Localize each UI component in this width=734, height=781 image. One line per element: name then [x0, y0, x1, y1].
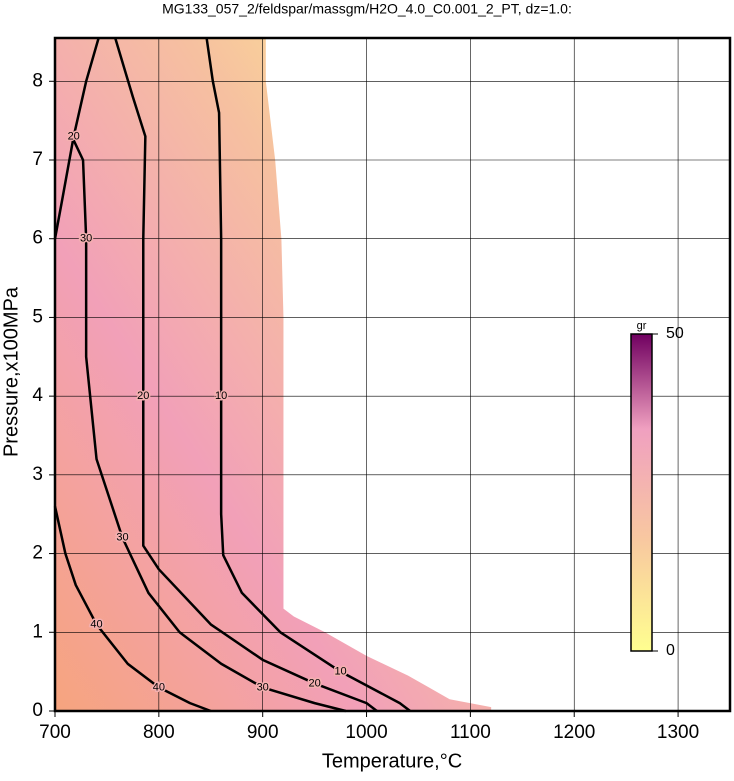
x-tick-label: 1200: [553, 722, 595, 743]
x-axis-label: Temperature,°C: [322, 750, 462, 772]
y-tick-label: 7: [32, 149, 43, 170]
contour-label: 30: [116, 532, 128, 544]
x-tick-label: 800: [143, 722, 175, 743]
contour-line: [53, 37, 100, 239]
contour-label: 20: [137, 390, 149, 402]
colorbar: [630, 333, 653, 652]
x-tick-label: 700: [39, 722, 71, 743]
contour-label: 30: [80, 233, 92, 245]
x-tick-label: 900: [247, 722, 279, 743]
y-tick-label: 2: [32, 543, 43, 564]
contour-label: 40: [90, 618, 102, 630]
colorbar-tick-label: 0: [666, 642, 675, 659]
y-tick-label: 8: [32, 70, 43, 91]
y-axis-label: Pressure,x100MPa: [0, 286, 22, 457]
colorbar-tick-label: 50: [666, 325, 684, 342]
contour-label: 30: [257, 681, 269, 693]
y-tick-label: 0: [32, 700, 43, 721]
y-tick-label: 6: [32, 228, 43, 249]
x-tick-label: 1300: [657, 722, 699, 743]
contour-label: 10: [334, 666, 346, 678]
y-tick-label: 4: [32, 385, 43, 406]
chart-title: MG133_057_2/feldspar/massgm/H2O_4.0_C0.0…: [162, 1, 572, 17]
contour-line: [53, 506, 212, 713]
contour-label: 10: [215, 390, 227, 402]
x-tick-label: 1000: [345, 722, 387, 743]
x-tick-label: 1100: [450, 722, 491, 743]
y-tick-label: 3: [32, 464, 43, 485]
colorbar-label: gr: [637, 320, 647, 332]
contour-label: 20: [68, 130, 80, 142]
contour-line: [114, 37, 378, 712]
y-tick-label: 1: [32, 621, 43, 642]
data-region: [55, 38, 492, 711]
contour-label: 40: [153, 681, 165, 693]
contour-line: [72, 139, 347, 713]
contour-line: [205, 37, 411, 712]
plot-frame: [53, 36, 732, 713]
y-tick-label: 5: [32, 306, 43, 327]
contour-label: 20: [308, 677, 320, 689]
